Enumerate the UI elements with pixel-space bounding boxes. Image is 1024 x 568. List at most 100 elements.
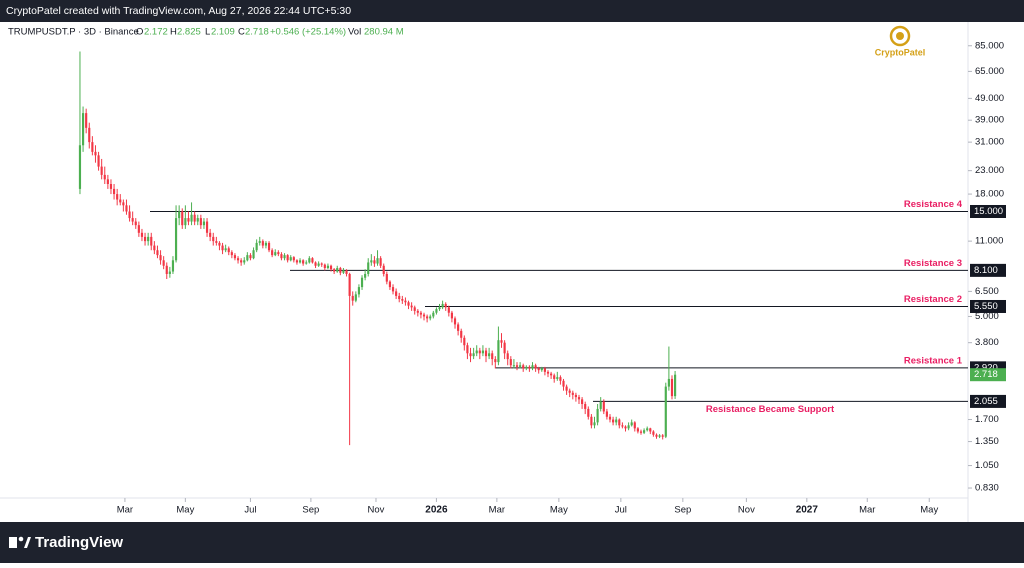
y-tick-label: 31.000 xyxy=(975,137,1004,148)
x-tick-label: Mar xyxy=(859,505,875,516)
candle-body xyxy=(546,371,550,374)
candle-body xyxy=(317,263,320,266)
candle-body xyxy=(116,194,119,200)
candle-body xyxy=(593,422,596,426)
candle-body xyxy=(227,248,230,253)
candle-body xyxy=(413,307,416,311)
candle-body xyxy=(131,218,134,222)
watermark: CryptoPatel xyxy=(875,47,926,57)
level-price-label: 2.055 xyxy=(974,396,998,407)
candle-body xyxy=(326,265,330,269)
last-price-label: 2.718 xyxy=(974,369,998,380)
candle-body xyxy=(472,353,475,357)
candle-body xyxy=(556,377,559,379)
credit: CryptoPatel created with TradingView.com… xyxy=(6,5,351,17)
candle-body xyxy=(240,260,243,263)
candle-body xyxy=(550,373,553,376)
candle-body xyxy=(410,305,413,308)
x-tick-label: May xyxy=(176,505,194,516)
candle-body xyxy=(664,386,667,437)
candle-body xyxy=(639,431,643,433)
candle-body xyxy=(553,375,556,379)
candle-body xyxy=(162,260,165,266)
candle-body xyxy=(438,307,441,310)
candle-body xyxy=(562,380,565,387)
candle-body xyxy=(339,268,342,273)
level-price-label: 15.000 xyxy=(974,206,1003,217)
candle-body xyxy=(519,365,522,367)
candle-body xyxy=(540,368,543,371)
candle-body xyxy=(565,386,568,391)
candle-body xyxy=(308,258,311,263)
candle-body xyxy=(509,359,512,366)
candle-body xyxy=(568,390,571,393)
candle-body xyxy=(379,258,382,266)
candle-body xyxy=(401,299,404,301)
candle-body xyxy=(134,221,137,226)
candle-body xyxy=(475,350,478,354)
candle-body xyxy=(190,214,193,222)
candle-body xyxy=(140,232,144,237)
candle-body xyxy=(382,265,385,274)
y-tick-label: 1.350 xyxy=(975,436,999,447)
candle-body xyxy=(457,324,460,331)
candle-body xyxy=(302,260,305,264)
x-tick-label: Mar xyxy=(117,505,133,516)
x-tick-label: Jul xyxy=(244,505,256,516)
candle-body xyxy=(230,252,233,256)
candle-body xyxy=(484,350,488,357)
candle-body xyxy=(388,281,392,288)
candle-body xyxy=(497,340,500,363)
candle-body xyxy=(91,142,94,152)
candle-body xyxy=(168,271,171,274)
candle-body xyxy=(515,365,519,367)
candle-body xyxy=(323,264,326,269)
candle-body xyxy=(233,255,237,259)
candle-body xyxy=(357,287,361,295)
y-tick-label: 11.000 xyxy=(975,236,1003,247)
candle-body xyxy=(137,225,140,233)
candle-body xyxy=(587,408,590,417)
candle-body xyxy=(295,260,299,263)
candle-body xyxy=(171,260,175,272)
candle-body xyxy=(658,435,661,437)
y-tick-label: 18.000 xyxy=(975,189,1004,200)
candle-body xyxy=(150,236,153,246)
candle-body xyxy=(584,404,587,409)
candle-body xyxy=(525,366,528,369)
candle-body xyxy=(419,312,423,315)
y-tick-label: 23.000 xyxy=(975,165,1004,176)
candle-body xyxy=(385,273,388,282)
candle-body xyxy=(78,145,82,189)
candle-body xyxy=(630,422,633,426)
x-tick-label: 2027 xyxy=(796,505,819,516)
candle-body xyxy=(370,260,373,263)
candle-body xyxy=(122,202,125,206)
level-annotation: Resistance 4 xyxy=(904,199,963,210)
y-tick-label: 1.700 xyxy=(975,414,999,425)
candle-body xyxy=(252,250,255,259)
candle-body xyxy=(351,295,354,301)
candle-body xyxy=(283,255,286,259)
level-price-box xyxy=(970,299,1006,313)
legend-label: H xyxy=(170,27,177,38)
level-annotation: Resistance 3 xyxy=(904,258,962,269)
footer-bar xyxy=(0,522,1024,563)
candle-body xyxy=(103,174,106,180)
x-tick-label: Nov xyxy=(738,505,755,516)
candle-body xyxy=(100,166,103,175)
candle-body xyxy=(271,250,274,256)
top-bar xyxy=(0,0,1024,22)
level-price-label: 8.100 xyxy=(974,265,998,276)
candle-body xyxy=(336,268,339,272)
candle-body xyxy=(426,316,429,319)
candle-body xyxy=(243,260,246,263)
candle-body xyxy=(264,242,268,246)
candle-body xyxy=(109,184,113,189)
candle-body xyxy=(422,314,426,317)
candle-body xyxy=(537,368,540,371)
candle-body xyxy=(463,337,466,346)
candle-body xyxy=(280,254,283,259)
